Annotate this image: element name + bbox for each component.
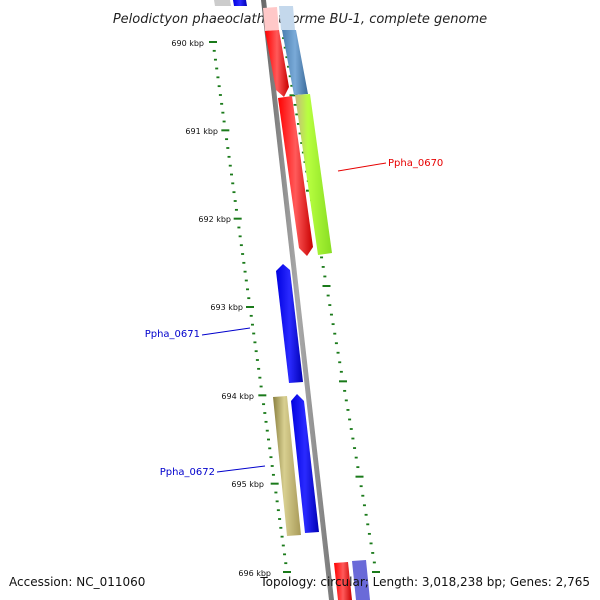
gene-feature-ppha-0671[interactable] — [276, 264, 303, 383]
tick-label-690kbp: 690 kbp — [171, 39, 204, 48]
gene-feature-pale-red[interactable] — [263, 7, 279, 31]
accession-text: Accession: NC_011060 — [9, 575, 145, 589]
gene-feature-blue-lower[interactable] — [291, 394, 319, 533]
leader-ppha-0670 — [337, 162, 387, 172]
genome-backbone — [261, 0, 334, 600]
gene-label-ppha-0672[interactable]: Ppha_0672 — [160, 467, 215, 478]
gene-feature-top-blue[interactable] — [233, 0, 247, 6]
tick-label-692kbp: 692 kbp — [198, 215, 231, 224]
gene-feature-ppha-0670[interactable] — [278, 96, 313, 256]
gene-feature-bottom-purple[interactable] — [352, 560, 370, 600]
gene-feature-lime[interactable] — [295, 94, 332, 255]
gene-label-ppha-0671[interactable]: Ppha_0671 — [145, 329, 200, 340]
leader-ppha-0672 — [216, 465, 266, 473]
tick-label-691kbp: 691 kbp — [185, 127, 218, 136]
gene-feature-top-gray[interactable] — [214, 0, 231, 6]
gene-feature-ppha-0672[interactable] — [273, 396, 301, 536]
scale-ticks — [209, 41, 291, 573]
map-title: Pelodictyon phaeoclathratiforme BU-1, co… — [113, 12, 487, 27]
tick-label-693kbp: 693 kbp — [210, 303, 243, 312]
tick-label-695kbp: 695 kbp — [231, 480, 264, 489]
gene-feature-red-upper[interactable] — [265, 30, 289, 97]
tick-label-696kbp: 696 kbp — [238, 569, 271, 578]
tick-label-694kbp: 694 kbp — [221, 392, 254, 401]
gene-feature-steel[interactable] — [282, 30, 308, 95]
leader-ppha-0671 — [201, 327, 251, 336]
gene-label-ppha-0670[interactable]: Ppha_0670 — [388, 158, 443, 169]
gene-feature-bottom-red[interactable] — [334, 562, 352, 600]
gene-feature-pale-steel[interactable] — [279, 6, 295, 30]
genome-summary-text: Topology: circular; Length: 3,018,238 bp… — [259, 575, 590, 589]
